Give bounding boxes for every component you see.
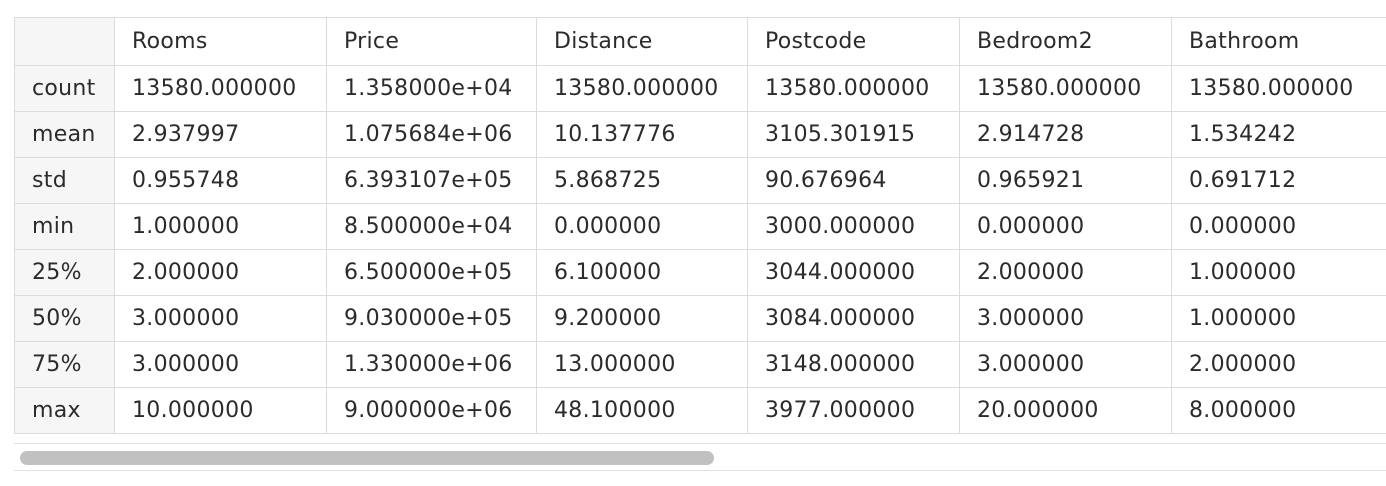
describe-table: Rooms Price Distance Postcode Bedroom2 B… [14,17,1386,434]
table-cell: 13.000000 [536,341,748,388]
table-cell: 13580.000000 [747,65,960,112]
table-cell: 13580.000000 [114,65,327,112]
table-cell: 1.000000 [114,203,327,250]
table-cell: 1.330000e+06 [326,341,537,388]
column-header-bathroom: Bathroom [1171,17,1386,66]
table-cell: 3044.000000 [747,249,960,296]
table-row: min 1.000000 8.500000e+04 0.000000 3000.… [14,203,1386,250]
table-cell: 13580.000000 [959,65,1172,112]
table-cell: 2.914728 [959,111,1172,158]
table-cell: 8.000000 [1171,387,1386,434]
table-cell: 10.000000 [114,387,327,434]
table-cell: 0.000000 [1171,203,1386,250]
table-row: 50% 3.000000 9.030000e+05 9.200000 3084.… [14,295,1386,342]
table-cell: 0.000000 [536,203,748,250]
row-index-label: mean [14,111,115,158]
table-body: count 13580.000000 1.358000e+04 13580.00… [14,65,1386,434]
row-index-label: 75% [14,341,115,388]
table-cell: 13580.000000 [536,65,748,112]
table-cell: 9.200000 [536,295,748,342]
table-cell: 1.358000e+04 [326,65,537,112]
row-index-label: min [14,203,115,250]
table-cell: 2.000000 [114,249,327,296]
table-cell: 90.676964 [747,157,960,204]
table-row: 25% 2.000000 6.500000e+05 6.100000 3044.… [14,249,1386,296]
table-cell: 9.030000e+05 [326,295,537,342]
table-row: count 13580.000000 1.358000e+04 13580.00… [14,65,1386,112]
table-row: max 10.000000 9.000000e+06 48.100000 397… [14,387,1386,434]
table-cell: 3.000000 [959,341,1172,388]
horizontal-scrollbar[interactable] [14,443,1386,471]
column-header-price: Price [326,17,537,66]
table-cell: 1.000000 [1171,295,1386,342]
column-header-distance: Distance [536,17,748,66]
table-cell: 9.000000e+06 [326,387,537,434]
dataframe-output: Rooms Price Distance Postcode Bedroom2 B… [14,17,1386,471]
table-row: 75% 3.000000 1.330000e+06 13.000000 3148… [14,341,1386,388]
table-cell: 3977.000000 [747,387,960,434]
table-cell: 3148.000000 [747,341,960,388]
table-cell: 1.000000 [1171,249,1386,296]
column-header-postcode: Postcode [747,17,960,66]
table-cell: 2.000000 [1171,341,1386,388]
scrollbar-thumb[interactable] [20,451,714,465]
table-cell: 0.955748 [114,157,327,204]
table-cell: 0.965921 [959,157,1172,204]
table-header: Rooms Price Distance Postcode Bedroom2 B… [14,17,1386,66]
table-cell: 5.868725 [536,157,748,204]
table-cell: 2.000000 [959,249,1172,296]
table-cell: 0.691712 [1171,157,1386,204]
table-cell: 3084.000000 [747,295,960,342]
table-cell: 3.000000 [114,295,327,342]
table-cell: 3105.301915 [747,111,960,158]
row-index-label: 25% [14,249,115,296]
row-index-label: count [14,65,115,112]
table-cell: 10.137776 [536,111,748,158]
table-cell: 2.937997 [114,111,327,158]
table-cell: 3000.000000 [747,203,960,250]
table-cell: 0.000000 [959,203,1172,250]
table-row: mean 2.937997 1.075684e+06 10.137776 310… [14,111,1386,158]
column-header-bedroom2: Bedroom2 [959,17,1172,66]
table-cell: 48.100000 [536,387,748,434]
table-cell: 20.000000 [959,387,1172,434]
table-row: std 0.955748 6.393107e+05 5.868725 90.67… [14,157,1386,204]
column-header-rooms: Rooms [114,17,327,66]
table-cell: 8.500000e+04 [326,203,537,250]
index-header-cell [14,17,115,66]
row-index-label: 50% [14,295,115,342]
table-cell: 1.075684e+06 [326,111,537,158]
row-index-label: max [14,387,115,434]
header-row: Rooms Price Distance Postcode Bedroom2 B… [14,17,1386,66]
table-cell: 6.100000 [536,249,748,296]
table-cell: 13580.000000 [1171,65,1386,112]
row-index-label: std [14,157,115,204]
table-cell: 6.393107e+05 [326,157,537,204]
table-cell: 3.000000 [959,295,1172,342]
table-cell: 3.000000 [114,341,327,388]
table-cell: 1.534242 [1171,111,1386,158]
table-cell: 6.500000e+05 [326,249,537,296]
